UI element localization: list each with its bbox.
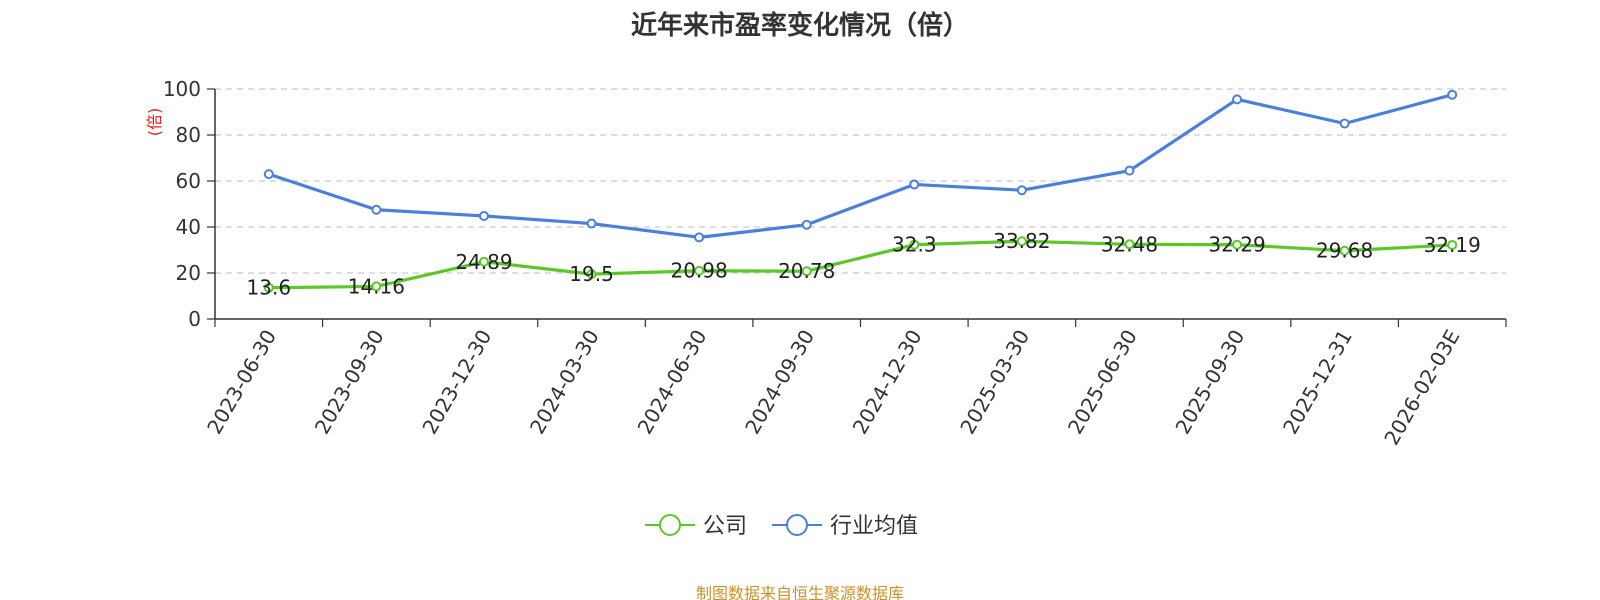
data-point <box>1447 239 1458 250</box>
data-point <box>801 266 812 277</box>
y-tick-label: 40 <box>176 215 201 239</box>
series-line-company <box>268 239 1453 290</box>
data-label: 29.68 <box>1316 239 1373 263</box>
data-point <box>586 218 597 229</box>
data-label: 24.89 <box>455 250 512 274</box>
y-tick-label: 80 <box>176 123 201 147</box>
x-tick-label: 2024-06-30 <box>633 326 712 439</box>
x-tick-label: 2025-03-30 <box>955 326 1034 439</box>
data-label: 33.82 <box>993 229 1050 253</box>
y-axis-label: (倍) <box>145 108 164 137</box>
data-point <box>694 265 705 276</box>
data-point <box>263 282 274 293</box>
source-note: 制图数据来自恒生聚源数据库 <box>695 584 904 600</box>
data-label: 32.19 <box>1424 233 1481 257</box>
x-tick-label: 2025-12-31 <box>1278 326 1357 439</box>
data-point <box>909 179 920 190</box>
legend-company-marker <box>659 514 681 536</box>
data-point <box>371 204 382 215</box>
x-tick-label: 2023-06-30 <box>202 326 281 439</box>
data-point <box>1124 165 1135 176</box>
data-point <box>801 219 812 230</box>
data-label: 32.48 <box>1101 232 1158 256</box>
data-point <box>1124 239 1135 250</box>
chart-title: 近年来市盈率变化情况（倍） <box>630 11 969 41</box>
data-label: 19.5 <box>569 262 614 286</box>
y-tick-label: 20 <box>176 261 201 285</box>
data-label: 20.98 <box>670 259 727 283</box>
data-point <box>478 210 489 221</box>
data-label: 13.6 <box>247 276 292 300</box>
x-tick-label: 2023-12-30 <box>417 326 496 439</box>
x-tick-label: 2023-09-30 <box>310 326 389 439</box>
x-tick-label: 2024-12-30 <box>848 326 927 439</box>
legend-company-label: 公司 <box>703 514 747 539</box>
data-point <box>263 169 274 180</box>
data-point <box>478 256 489 267</box>
data-label: 32.29 <box>1208 233 1265 257</box>
data-label: 20.78 <box>778 259 835 283</box>
data-label: 14.16 <box>348 274 405 298</box>
data-point <box>694 232 705 243</box>
y-tick-label: 0 <box>188 307 201 331</box>
x-tick-label: 2026-02-03E <box>1379 326 1464 450</box>
line-chart: 0 20 40 60 80 100 (倍) 2023-06-30 2023-09-30 2023-… <box>145 77 1507 539</box>
data-point <box>371 281 382 292</box>
legend-industry-average-label: 行业均值 <box>830 514 918 539</box>
data-point <box>1232 94 1243 105</box>
data-point <box>586 269 597 280</box>
x-tick-label: 2024-09-30 <box>740 326 819 439</box>
y-tick-label: 100 <box>163 77 201 101</box>
y-tick-label: 60 <box>176 169 201 193</box>
data-point <box>1232 239 1243 250</box>
x-tick-label: 2025-09-30 <box>1170 326 1249 439</box>
data-point <box>1339 118 1350 129</box>
series-line-industry-average <box>268 93 1453 239</box>
data-point <box>1016 236 1027 247</box>
data-point <box>1016 185 1027 196</box>
x-tick-label: 2025-06-30 <box>1063 326 1142 439</box>
legend-industry-average-marker <box>786 514 808 536</box>
data-point <box>909 239 920 250</box>
data-point <box>1339 245 1350 256</box>
x-tick-label: 2024-03-30 <box>525 326 604 439</box>
data-label: 32.3 <box>892 233 937 257</box>
data-point <box>1447 89 1458 100</box>
